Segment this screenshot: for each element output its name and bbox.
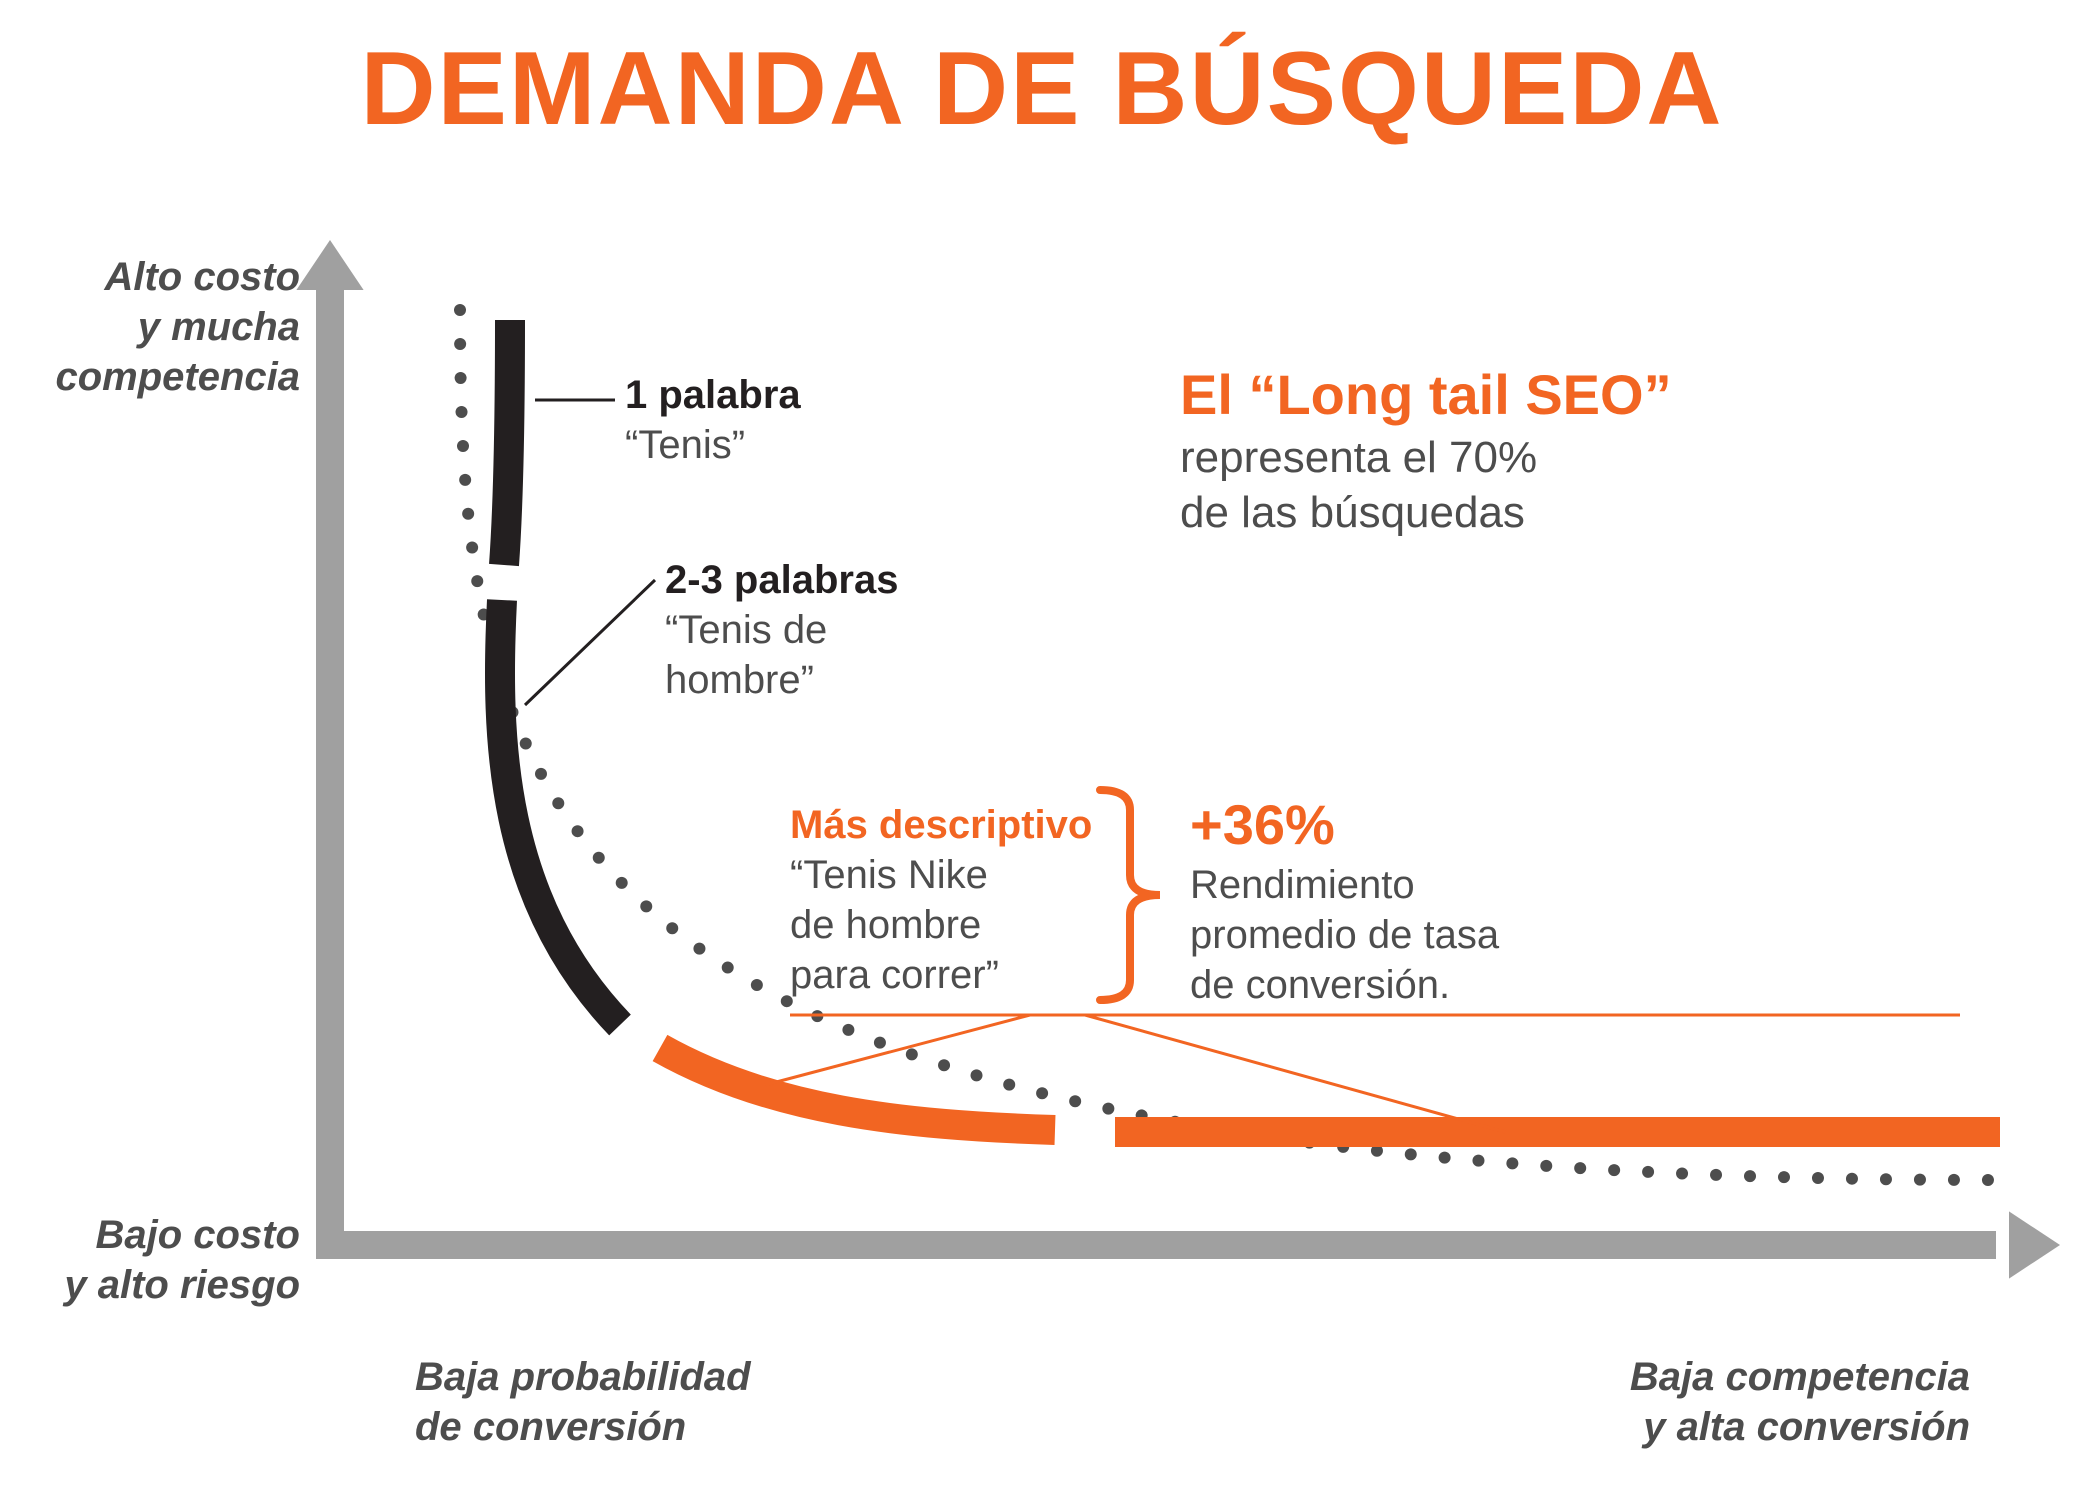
pct-head: +36%	[1190, 793, 1335, 856]
long-tail-seo-infographic: DEMANDA DE BÚSQUEDA Alto costoy muchacom…	[0, 0, 2084, 1500]
callout-descriptive: Más descriptivo “Tenis Nikede hombrepara…	[790, 800, 1092, 1000]
conversion-rate-block: +36% Rendimientopromedio de tasade conve…	[1190, 790, 1499, 1010]
y-axis-label-top: Alto costoy muchacompetencia	[55, 252, 300, 402]
x-axis-label-left: Baja probabilidadde conversión	[415, 1352, 751, 1452]
seo-stat-block: El “Long tail SEO” representa el 70%de l…	[1180, 360, 1672, 540]
seo-head: El “Long tail SEO”	[1180, 363, 1672, 426]
callout-1-head: 1 palabra	[625, 370, 801, 420]
y-axis-label-bottom: Bajo costoy alto riesgo	[64, 1210, 300, 1310]
pct-body: Rendimientopromedio de tasade conversión…	[1190, 863, 1499, 1007]
callout-3-head: Más descriptivo	[790, 800, 1092, 850]
callout-2-head: 2-3 palabras	[665, 555, 898, 605]
callout-2-3-words: 2-3 palabras “Tenis dehombre”	[665, 555, 898, 705]
seo-body: representa el 70%de las búsquedas	[1180, 433, 1537, 537]
chart-svg	[0, 0, 2084, 1500]
callout-1-word: 1 palabra “Tenis”	[625, 370, 801, 470]
callout-1-body: “Tenis”	[625, 423, 745, 467]
callout-2-body: “Tenis dehombre”	[665, 608, 827, 702]
x-axis-label-right: Baja competenciay alta conversión	[1630, 1352, 1970, 1452]
callout-3-body: “Tenis Nikede hombrepara correr”	[790, 853, 999, 997]
